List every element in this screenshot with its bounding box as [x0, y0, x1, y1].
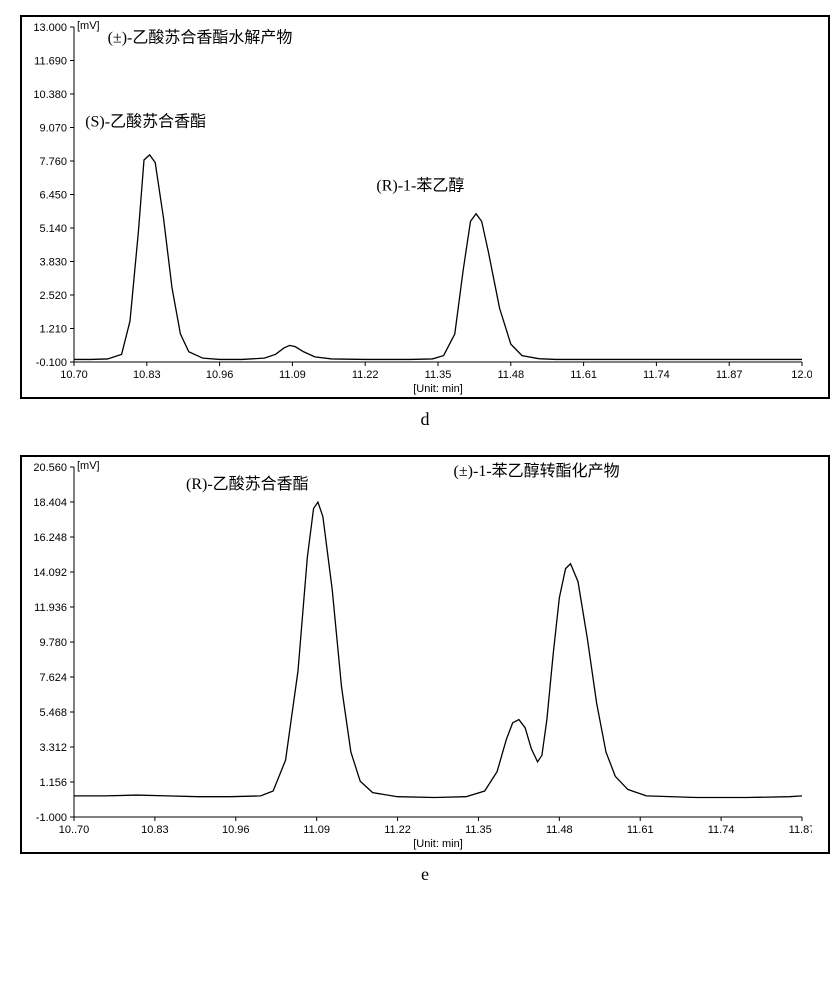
x-tick-label: 11.35: [425, 369, 452, 381]
y-tick-label: 16.248: [33, 532, 67, 544]
y-tick-label: 9.780: [39, 637, 67, 649]
x-tick-label: 10.70: [60, 369, 88, 381]
y-tick-label: 11.690: [34, 56, 67, 68]
x-tick-label: 11.09: [279, 369, 306, 381]
x-tick-label: 10.83: [133, 369, 161, 381]
y-tick-label: -0.100: [36, 357, 67, 369]
x-tick-label: 11.61: [570, 369, 597, 381]
x-tick-label: 11.22: [384, 824, 411, 836]
y-tick-label: 1.210: [39, 324, 67, 336]
x-tick-label: 11.48: [546, 824, 573, 836]
x-tick-label: 11.74: [708, 824, 735, 836]
annotation-label: (R)-1-苯乙醇: [376, 177, 464, 195]
x-tick-label: 11.48: [497, 369, 524, 381]
x-tick-label: 11.61: [627, 824, 654, 836]
x-tick-label: 11.09: [303, 824, 330, 836]
x-tick-label: 11.87: [716, 369, 743, 381]
y-tick-label: 5.468: [39, 707, 67, 719]
x-tick-label: 10..70: [59, 824, 90, 836]
chart-d-container: [mV] -0.100 1.210 2.520 3.830 5.140 6.450 7.76…: [20, 15, 830, 399]
annotation-label: (±)-1-苯乙醇转酯化产物: [454, 462, 620, 480]
y-tick-label: 5.140: [39, 223, 67, 235]
y-tick-label: 7.760: [39, 156, 67, 168]
y-tick-label: 9.070: [39, 123, 67, 135]
y-tick-label: 11.936: [34, 602, 67, 614]
annotation-label: (±)-乙酸苏合香酯水解产物: [108, 28, 293, 46]
y-tick-label: 6.450: [39, 190, 67, 202]
y-tick-label: -1.000: [36, 812, 67, 824]
chart-d-svg: -0.100 1.210 2.520 3.830 5.140 6.450 7.760 9.07…: [22, 17, 812, 397]
annotation-label: (S)-乙酸苏合香酯: [85, 113, 206, 131]
y-tick-label: 1.156: [39, 777, 67, 789]
x-tick-label: 10.96: [206, 369, 234, 381]
chart-d-caption: d: [10, 409, 830, 430]
chart-e-container: [mV] -1.000 1.156 3.312 5.468 7.624 9.780 11.9…: [20, 455, 830, 854]
y-tick-label: 20.560: [33, 462, 67, 474]
chart-e-svg: -1.000 1.156 3.312 5.468 7.624 9.780 11.936 14.…: [22, 457, 812, 852]
x-unit-label: [Unit: min]: [413, 838, 463, 850]
x-tick-label: 12.0: [791, 369, 812, 381]
x-tick-label: 11.22: [352, 369, 379, 381]
chart-d-y-unit: [mV]: [77, 20, 100, 32]
chart-e-y-unit: [mV]: [77, 460, 100, 472]
y-tick-label: 14.092: [33, 567, 67, 579]
y-tick-label: 3.312: [39, 742, 67, 754]
annotation-label: (R)-乙酸苏合香酯: [186, 475, 309, 493]
chromatogram-line: [74, 502, 802, 797]
y-tick-label: 18.404: [33, 497, 67, 509]
x-tick-label: 11.74: [643, 369, 670, 381]
y-tick-label: 3.830: [39, 257, 67, 269]
y-tick-label: 10.380: [33, 89, 67, 101]
x-tick-label: 10.96: [222, 824, 250, 836]
y-tick-label: 13.000: [33, 22, 67, 34]
y-tick-label: 2.520: [39, 290, 67, 302]
chart-e-caption: e: [10, 864, 830, 885]
x-tick-label: 11.87: [789, 824, 812, 836]
x-tick-label: 10.83: [141, 824, 169, 836]
x-tick-label: 11.35: [465, 824, 492, 836]
y-tick-label: 7.624: [39, 672, 67, 684]
x-unit-label: [Unit: min]: [413, 383, 463, 395]
